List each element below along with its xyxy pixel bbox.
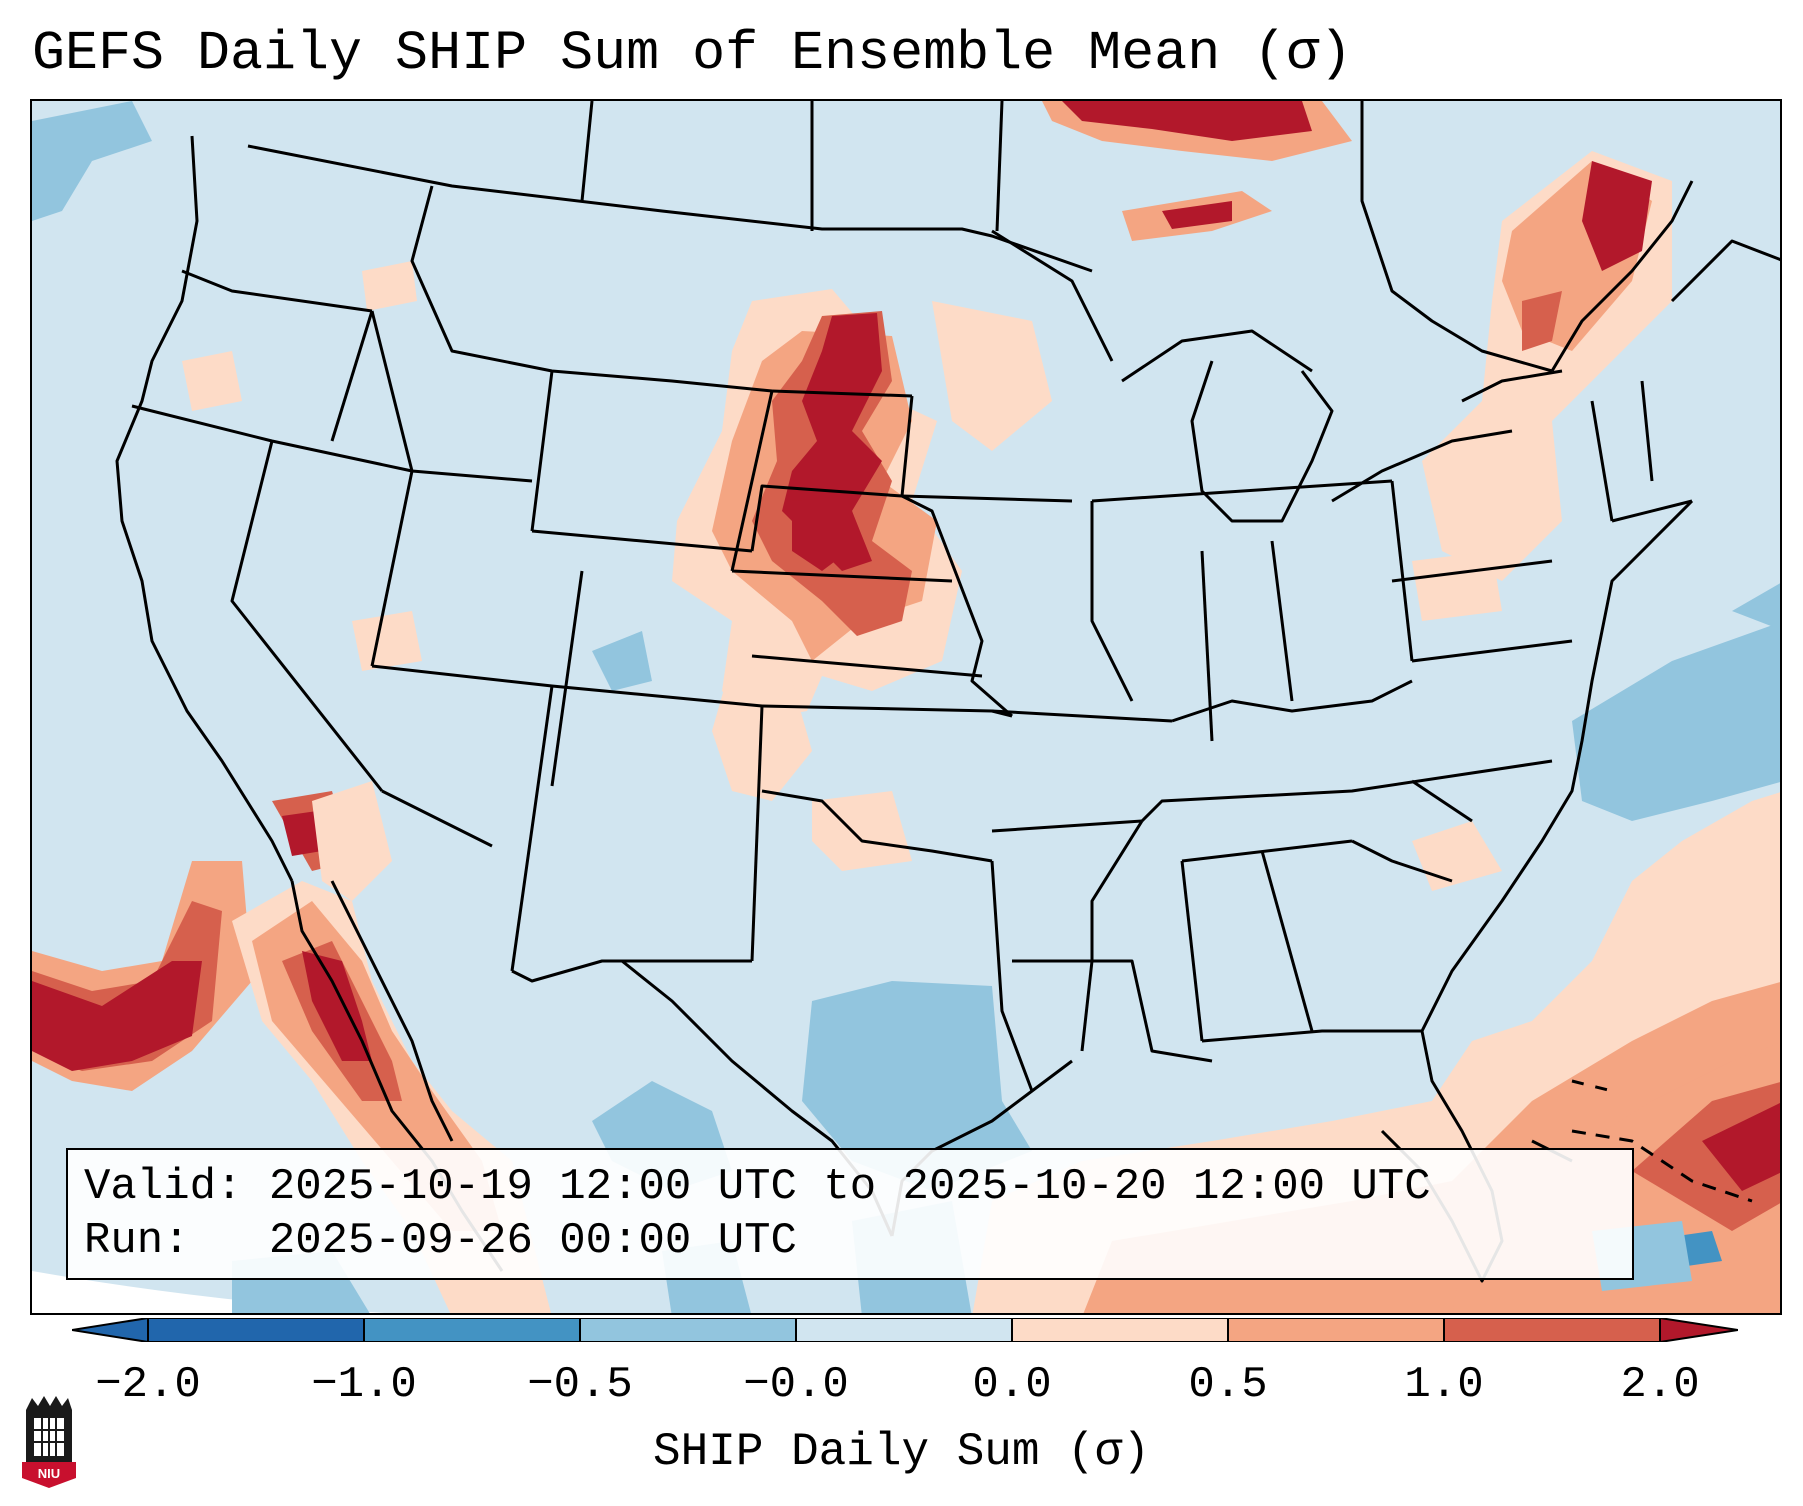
colorbar-tick-label: 0.0 bbox=[972, 1360, 1052, 1410]
colorbar-extend-low bbox=[72, 1318, 148, 1342]
colorbar-tick-label: −0.5 bbox=[527, 1360, 633, 1410]
colorbar-tick-label: 2.0 bbox=[1620, 1360, 1700, 1410]
run-time-text: Run: 2025-09-26 00:00 UTC bbox=[84, 1216, 797, 1266]
colorbar-tick-label: 0.5 bbox=[1188, 1360, 1268, 1410]
colorbar-label: SHIP Daily Sum (σ) bbox=[653, 1426, 1150, 1478]
colorbar-tick-label: −2.0 bbox=[95, 1360, 201, 1410]
valid-time-text: Valid: 2025-10-19 12:00 UTC to 2025-10-2… bbox=[84, 1162, 1431, 1212]
map-panel bbox=[30, 99, 1782, 1315]
colorbar bbox=[72, 1318, 1738, 1342]
map-title: GEFS Daily SHIP Sum of Ensemble Mean (σ) bbox=[32, 22, 1353, 85]
projection-edge bbox=[32, 1271, 385, 1313]
map-canvas bbox=[32, 101, 1780, 1313]
logo-text: NIU bbox=[38, 1466, 60, 1481]
niu-logo-icon: NIU bbox=[22, 1396, 76, 1488]
colorbar-tick-label: −0.0 bbox=[743, 1360, 849, 1410]
colorbar-tick-label: 1.0 bbox=[1404, 1360, 1484, 1410]
colorbar-extend-high bbox=[1660, 1318, 1738, 1342]
run-info-box: Valid: 2025-10-19 12:00 UTC to 2025-10-2… bbox=[66, 1148, 1634, 1280]
colorbar-tick-label: −1.0 bbox=[311, 1360, 417, 1410]
state-borders bbox=[115, 101, 1780, 1283]
